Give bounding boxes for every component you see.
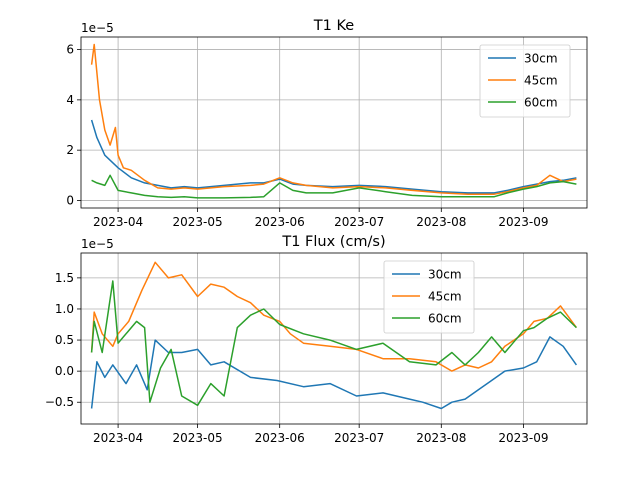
x-tick-label: 2023-04 [93, 431, 143, 445]
series-line-60cm [91, 174, 577, 199]
x-tick-label: 2023-07 [334, 431, 384, 445]
x-tick-label: 2023-06 [255, 431, 305, 445]
legend-label: 45cm [524, 74, 558, 88]
legend-label: 60cm [428, 312, 462, 326]
x-tick-label: 2023-08 [416, 215, 466, 229]
legend-frame [383, 260, 475, 334]
series-line-60cm [90, 280, 577, 407]
series-group [90, 43, 577, 199]
y-tick-label: −0.5 [45, 395, 74, 409]
legend-label: 45cm [428, 290, 462, 304]
series-line-45cm [90, 43, 577, 195]
chart-panel-1: 2023-04 2023-05 2023-06 2023-07 2023-08 2023-… [66, 18, 588, 229]
y-tick-label: 1.0 [55, 302, 74, 316]
x-tick-label: 2023-06 [255, 215, 305, 229]
x-tick-label: 2023-08 [416, 431, 466, 445]
series-group [90, 261, 578, 410]
x-tick-label: 2023-05 [172, 431, 222, 445]
series-line-30cm [90, 336, 578, 410]
y-tick-label: 4 [66, 93, 74, 107]
axes-frame [80, 36, 588, 209]
legend-label: 60cm [524, 96, 558, 110]
chart-title: T1 Ke [313, 18, 354, 34]
legend-label: 30cm [524, 52, 558, 66]
legend: 30cm 45cm 60cm [383, 260, 475, 334]
y-tick-label: 1.5 [55, 271, 74, 285]
y-tick-label: 2 [66, 143, 74, 157]
y-tick-label: 0.5 [55, 333, 74, 347]
axis-offset-label: 1e−5 [81, 237, 114, 251]
y-tick-label: 0 [66, 193, 74, 207]
x-tick-label: 2023-05 [172, 215, 222, 229]
legend-label: 30cm [428, 268, 462, 282]
x-tick-label: 2023-09 [498, 215, 548, 229]
series-line-30cm [90, 119, 577, 194]
x-tick-label: 2023-09 [498, 431, 548, 445]
x-tick-label: 2023-04 [93, 215, 143, 229]
axis-offset-label: 1e−5 [81, 21, 114, 35]
x-tick-label: 2023-07 [334, 215, 384, 229]
axes-frame [80, 252, 588, 425]
chart-panel-2: 2023-04 2023-05 2023-06 2023-07 2023-08 2023-… [45, 234, 588, 445]
y-tick-label: 6 [66, 43, 74, 57]
series-line-45cm [90, 261, 578, 372]
legend: 30cm 45cm 60cm [479, 44, 571, 118]
y-tick-label: 0.0 [55, 364, 74, 378]
chart-title: T1 Flux (cm/s) [281, 234, 385, 250]
legend-frame [479, 44, 571, 118]
grid-lines [81, 253, 587, 424]
